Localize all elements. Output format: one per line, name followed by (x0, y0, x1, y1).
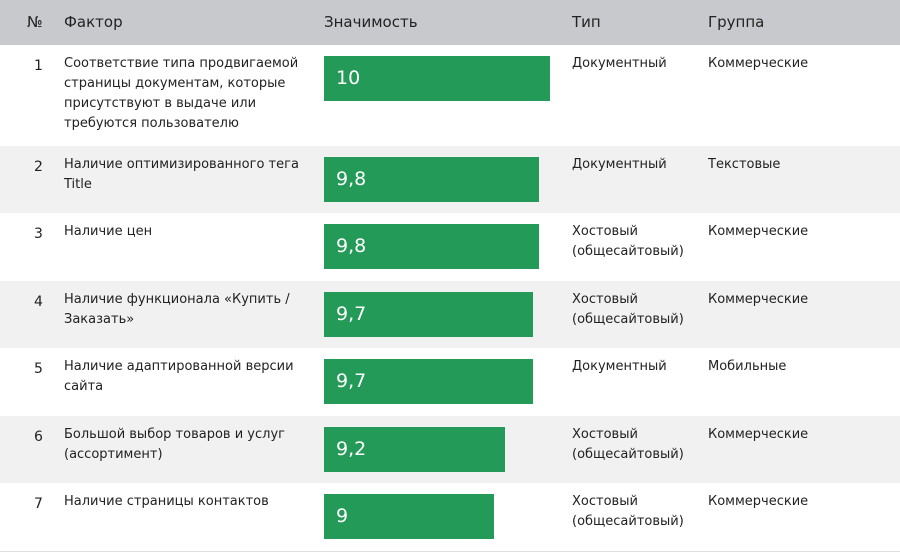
header-type: Тип (572, 13, 601, 31)
table-row: 2 Наличие оптимизированного тега Title 9… (0, 146, 900, 213)
importance-bar: 9,7 (324, 292, 533, 337)
factor-group: Коммерческие (708, 427, 809, 442)
table-row: 4 Наличие функционала «Купить / Заказать… (0, 281, 900, 348)
row-number: 1 (34, 58, 43, 74)
factor-type: Документный (572, 157, 667, 172)
factor-name: Наличие страницы контактов (64, 494, 269, 509)
factor-group: Текстовые (708, 157, 781, 172)
factor-name: Наличие оптимизированного тега Title (64, 157, 299, 192)
row-number: 7 (34, 496, 43, 512)
factor-group: Коммерческие (708, 292, 809, 307)
importance-bar: 9 (324, 494, 494, 539)
importance-bar: 9,8 (324, 157, 539, 202)
header-num: № (27, 13, 43, 31)
importance-bar: 9,8 (324, 224, 539, 269)
row-number: 5 (34, 361, 43, 377)
table-row: 5 Наличие адаптированной версии сайта 9,… (0, 348, 900, 416)
table-row: 7 Наличие страницы контактов 9 Хостовый … (0, 483, 900, 552)
factor-group: Коммерческие (708, 494, 809, 509)
table-row: 3 Наличие цен 9,8 Хостовый (общесайтовый… (0, 213, 900, 281)
factor-group: Коммерческие (708, 224, 809, 239)
factor-name: Большой выбор товаров и услуг (ассортиме… (64, 427, 285, 462)
row-number: 3 (34, 226, 43, 242)
importance-bar: 9,2 (324, 427, 505, 472)
factor-name: Наличие функционала «Купить / Заказать» (64, 292, 290, 327)
row-number: 6 (34, 429, 43, 445)
table-row: 1 Соответствие типа продвигаемой страниц… (0, 45, 900, 146)
factor-type: Документный (572, 359, 667, 374)
table-header: № Фактор Значимость Тип Группа (0, 0, 900, 45)
factor-name: Наличие цен (64, 224, 153, 239)
header-importance: Значимость (324, 13, 418, 31)
header-group: Группа (708, 13, 765, 31)
factor-name: Наличие адаптированной версии сайта (64, 359, 294, 394)
factor-type: Хостовый (общесайтовый) (572, 427, 684, 462)
importance-bar: 9,7 (324, 359, 533, 404)
factor-name: Соответствие типа продвигаемой страницы … (64, 56, 299, 131)
factor-group: Мобильные (708, 359, 787, 374)
factor-type: Хостовый (общесайтовый) (572, 224, 684, 259)
factor-type: Хостовый (общесайтовый) (572, 292, 684, 327)
row-number: 4 (34, 294, 43, 310)
row-number: 2 (34, 159, 43, 175)
importance-bar: 10 (324, 56, 550, 101)
table-row: 6 Большой выбор товаров и услуг (ассорти… (0, 416, 900, 483)
factor-type: Документный (572, 56, 667, 71)
header-factor: Фактор (64, 13, 123, 31)
factor-group: Коммерческие (708, 56, 809, 71)
factor-type: Хостовый (общесайтовый) (572, 494, 684, 529)
